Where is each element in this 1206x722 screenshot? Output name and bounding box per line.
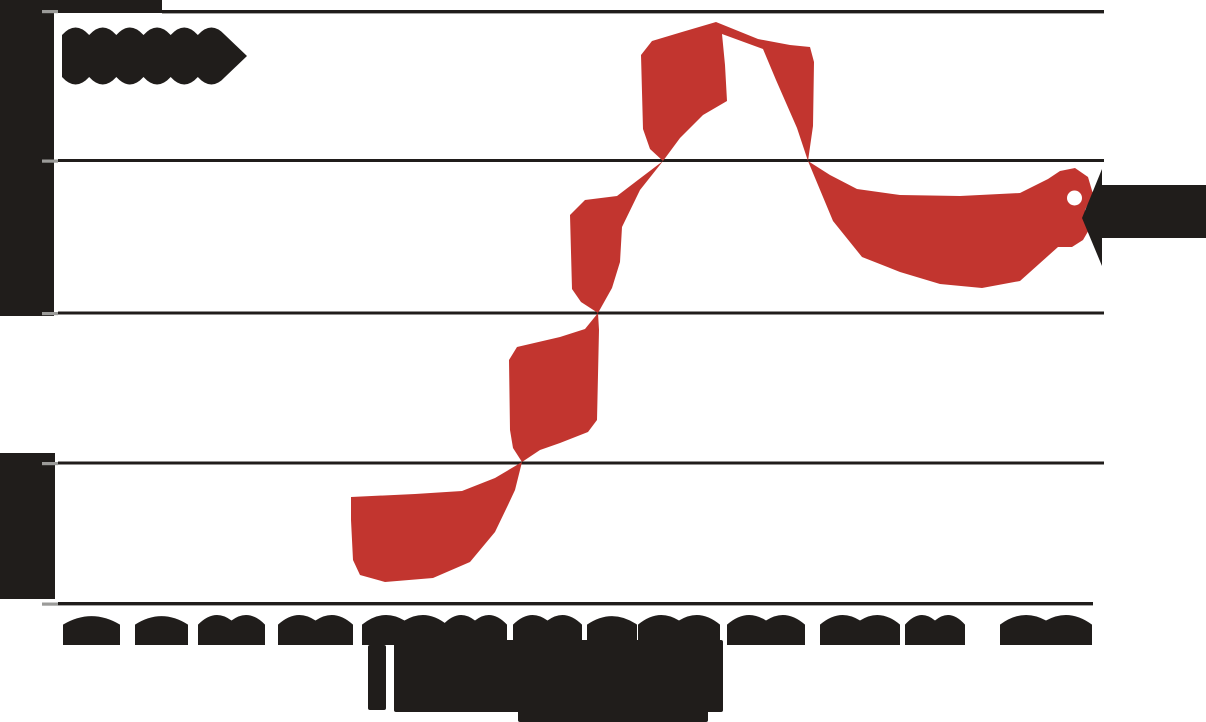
y-axis-label-blob bbox=[0, 0, 54, 316]
x-tick-label-blob bbox=[905, 614, 965, 645]
y-axis-label-blob bbox=[0, 453, 55, 599]
x-tick-label-blob bbox=[198, 614, 265, 645]
axis-tick bbox=[42, 312, 58, 316]
axis-tick-marks bbox=[42, 10, 58, 606]
gridline bbox=[58, 602, 1093, 606]
axis-tick bbox=[42, 602, 58, 606]
gridline bbox=[58, 311, 1104, 315]
annotation-arrow bbox=[1082, 169, 1206, 266]
x-tick-label-blob bbox=[638, 614, 720, 645]
axis-tick bbox=[42, 10, 58, 14]
chart-title-blob bbox=[62, 27, 247, 85]
x-tick-label-blob bbox=[63, 616, 120, 645]
x-axis-label-blobs bbox=[63, 614, 1092, 645]
caption-blobs bbox=[368, 640, 723, 722]
gridlines bbox=[58, 10, 1104, 606]
gridline bbox=[162, 10, 1104, 14]
x-tick-label-blob bbox=[362, 614, 447, 645]
axis-tick bbox=[42, 462, 58, 466]
gridline bbox=[58, 461, 1104, 465]
x-tick-label-blob bbox=[727, 614, 805, 645]
caption-blob bbox=[368, 645, 386, 710]
x-tick-label-blob bbox=[1000, 614, 1092, 645]
axis-tick bbox=[42, 159, 58, 163]
uncertainty-band bbox=[351, 22, 1093, 582]
chart-title-blob bbox=[62, 27, 247, 85]
arrowhead-icon bbox=[1082, 169, 1102, 266]
x-tick-label-blob bbox=[443, 614, 507, 645]
x-tick-label-blob bbox=[135, 616, 188, 645]
x-tick-label-blob bbox=[587, 616, 637, 645]
caption-blob bbox=[518, 710, 708, 722]
gridline bbox=[58, 159, 1104, 162]
arrow-shaft bbox=[1099, 185, 1206, 238]
y-axis-label-blobs bbox=[0, 0, 162, 599]
caption-blob bbox=[394, 640, 723, 712]
x-tick-label-blob bbox=[820, 614, 900, 645]
x-tick-label-blob bbox=[513, 614, 582, 645]
x-tick-label-blob bbox=[278, 614, 353, 645]
band-area bbox=[351, 22, 1093, 582]
end-point-marker bbox=[1067, 190, 1082, 206]
